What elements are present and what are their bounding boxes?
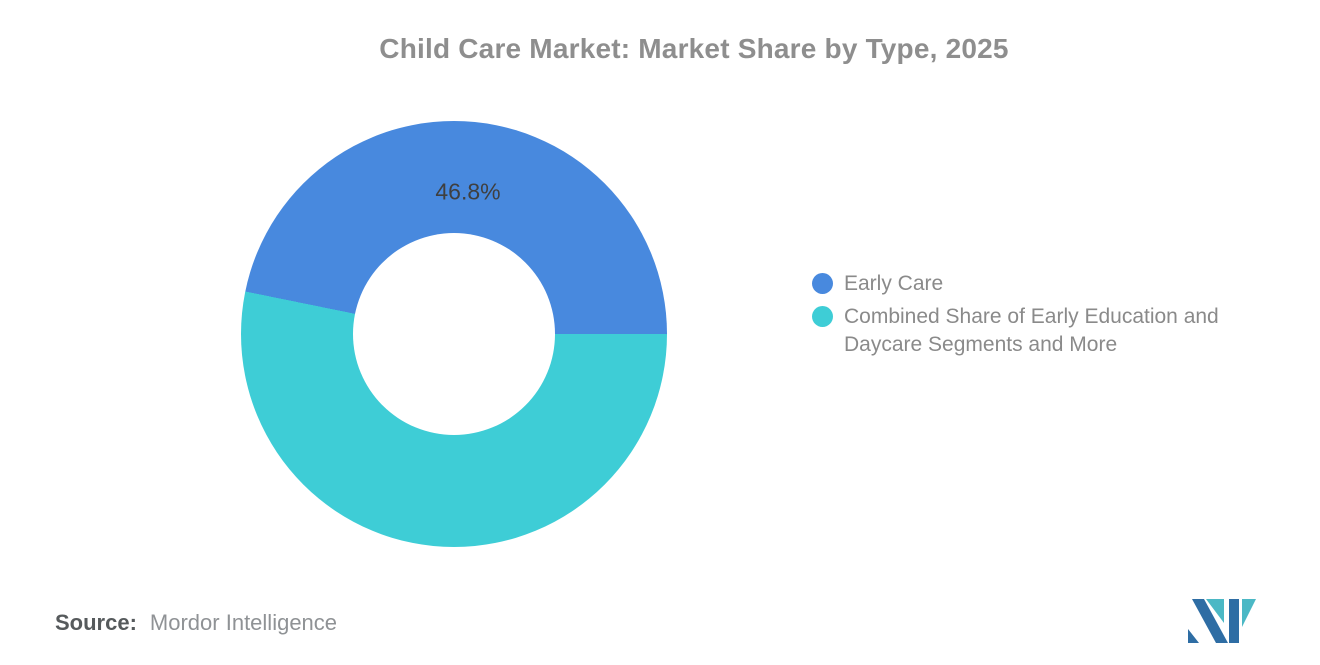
chart-title: Child Care Market: Market Share by Type,… [379, 33, 1009, 64]
logo-shape-right-triangle [1242, 599, 1256, 627]
legend-marker-early-care [812, 273, 833, 294]
legend-label-early-care: Early Care [844, 272, 944, 295]
legend-item-combined-share[interactable]: Combined Share of Early Education and Da… [812, 303, 1244, 359]
legend-label-combined-share: Combined Share of Early Education and Da… [844, 305, 1219, 356]
source-line: Source: Mordor Intelligence [55, 610, 337, 636]
legend-marker-combined-share [812, 306, 833, 327]
slice-label-early-care: 46.8% [435, 178, 501, 205]
logo-shape-mid-triangle [1206, 599, 1224, 623]
legend-item-early-care[interactable]: Early Care [812, 270, 1244, 298]
logo-shape-left-triangle [1188, 629, 1199, 643]
legend: Early Care Combined Share of Early Educa… [812, 270, 1244, 359]
source-value: Mordor Intelligence [149, 610, 338, 635]
mordor-intelligence-logo [1188, 599, 1256, 643]
logo-shape-diagonal [1192, 599, 1228, 643]
logo-shape-vertical-bar [1229, 599, 1239, 643]
donut-hole [353, 233, 555, 435]
source-label: Source: [55, 610, 137, 635]
